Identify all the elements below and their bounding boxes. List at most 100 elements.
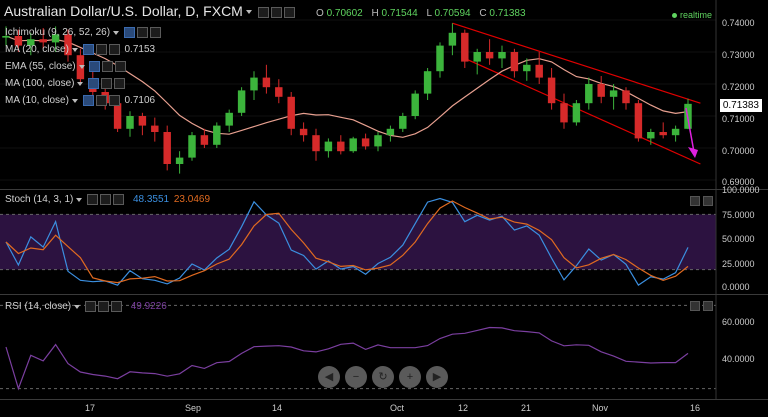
rsi-tick: 40.0000	[722, 354, 755, 364]
candle-body	[671, 128, 680, 136]
indicator-ma100[interactable]: MA (100, close)	[5, 78, 126, 89]
close-icon[interactable]	[114, 78, 126, 89]
visibility-icon[interactable]	[123, 27, 135, 38]
close-icon[interactable]	[110, 301, 122, 312]
close-icon[interactable]	[149, 27, 161, 38]
time-axis[interactable]: 17 Sep 14 Oct 12 21 Nov 16	[0, 400, 768, 417]
candle-body	[299, 128, 308, 136]
candle-body	[51, 34, 60, 43]
visibility-icon[interactable]	[88, 78, 100, 89]
ohlc-close-value: 0.71383	[489, 8, 526, 19]
candle-body	[262, 77, 271, 88]
settings-icon[interactable]	[257, 6, 269, 18]
settings-icon[interactable]	[102, 61, 114, 72]
candle-body	[498, 52, 506, 59]
eye-icon[interactable]	[270, 6, 282, 18]
time-tick: 17	[85, 403, 96, 413]
time-tick: 21	[521, 403, 532, 413]
indicator-ichimoku[interactable]: Ichimoku (9, 26, 52, 26)	[5, 27, 161, 38]
candle-body	[337, 141, 345, 152]
indicator-ema55[interactable]: EMA (55, close)	[5, 61, 127, 73]
dropdown-icon[interactable]	[74, 304, 81, 309]
stoch-pane[interactable]: Stoch (14, 3, 1) 48.3551 23.0469 100.000…	[0, 185, 768, 294]
realtime-label: realtime	[679, 10, 712, 20]
zoom-in-icon[interactable]: +	[399, 366, 421, 388]
stoch-tick: 100.0000	[722, 185, 760, 195]
close-icon[interactable]	[113, 194, 125, 205]
candle-body	[535, 64, 543, 78]
stoch-k-value: 48.3551	[132, 194, 170, 206]
pane-close-icon[interactable]	[703, 196, 713, 206]
pane-up-icon[interactable]	[690, 301, 700, 311]
symbol-title: Australian Dollar/U.S. Dollar, D, FXCM	[4, 3, 243, 19]
visibility-icon[interactable]	[82, 44, 94, 55]
indicator-label: MA (10, close)	[5, 95, 69, 107]
candle-body	[275, 87, 283, 97]
time-tick: 12	[458, 403, 469, 413]
settings-icon[interactable]	[95, 95, 107, 106]
pane-up-icon[interactable]	[690, 196, 700, 206]
stoch-chart[interactable]	[0, 190, 768, 294]
candle-body	[485, 52, 494, 59]
ohlc-low-value: 0.70594	[434, 8, 471, 19]
candle-body	[361, 138, 370, 147]
candle-body	[250, 77, 258, 91]
stoch-legend[interactable]: Stoch (14, 3, 1) 48.3551 23.0469	[5, 194, 210, 205]
candle-body	[287, 96, 295, 129]
reset-icon[interactable]: ↻	[372, 366, 394, 388]
visibility-icon[interactable]	[84, 301, 96, 312]
title-dropdown-icon[interactable]	[245, 10, 252, 15]
indicator-ma10[interactable]: MA (10, close) 0.7106	[5, 95, 155, 106]
candle-body	[2, 36, 10, 38]
candle-body	[200, 135, 209, 145]
rsi-legend[interactable]: RSI (14, close) 49.9226	[5, 301, 167, 312]
stoch-tick: 75.0000	[722, 210, 755, 220]
channel-lower-line	[464, 57, 701, 165]
candle-body	[436, 45, 444, 72]
pane-close-icon[interactable]	[703, 301, 713, 311]
dropdown-icon[interactable]	[76, 197, 83, 202]
candle-body	[324, 141, 333, 152]
scroll-right-icon[interactable]: ▶	[426, 366, 448, 388]
visibility-icon[interactable]	[87, 194, 99, 205]
settings-icon[interactable]	[100, 194, 112, 205]
stoch-label: Stoch (14, 3, 1)	[5, 194, 74, 206]
settings-icon[interactable]	[95, 44, 107, 55]
indicator-label: MA (20, close)	[5, 44, 69, 56]
dropdown-icon[interactable]	[78, 64, 85, 69]
dropdown-icon[interactable]	[71, 98, 78, 103]
candle-body	[113, 103, 122, 129]
forecast-arrow-shaft	[685, 107, 695, 153]
settings-icon[interactable]	[97, 301, 109, 312]
dropdown-icon[interactable]	[113, 30, 120, 35]
indicator-ma20[interactable]: MA (20, close) 0.7153	[5, 44, 155, 55]
pane-divider[interactable]	[0, 189, 768, 190]
candle-body	[560, 103, 568, 123]
dropdown-icon[interactable]	[71, 47, 78, 52]
time-axis-divider	[0, 399, 768, 400]
zoom-out-icon[interactable]: −	[345, 366, 367, 388]
stoch-k-line	[5, 197, 689, 286]
close-icon[interactable]	[283, 6, 295, 18]
close-icon[interactable]	[115, 61, 127, 72]
visibility-icon[interactable]	[82, 95, 94, 106]
indicator-label: Ichimoku (9, 26, 52, 26)	[5, 27, 111, 39]
price-pane[interactable]: Australian Dollar/U.S. Dollar, D, FXCM O…	[0, 0, 768, 189]
candle-body	[585, 84, 593, 104]
candle-body	[448, 32, 457, 46]
close-icon[interactable]	[108, 95, 120, 106]
candle-body	[473, 52, 481, 62]
candle-body	[64, 34, 72, 56]
close-icon[interactable]	[108, 44, 120, 55]
time-tick: Sep	[185, 403, 202, 413]
scroll-left-icon[interactable]: ◀	[318, 366, 340, 388]
visibility-icon[interactable]	[89, 61, 101, 72]
rsi-chart[interactable]	[0, 295, 768, 399]
dropdown-icon[interactable]	[77, 81, 84, 86]
price-chart[interactable]	[0, 0, 768, 189]
settings-icon[interactable]	[136, 27, 148, 38]
pane-divider[interactable]	[0, 294, 768, 295]
settings-icon[interactable]	[101, 78, 113, 89]
indicator-label: EMA (55, close)	[5, 61, 76, 73]
chart-title: Australian Dollar/U.S. Dollar, D, FXCM	[4, 3, 295, 19]
